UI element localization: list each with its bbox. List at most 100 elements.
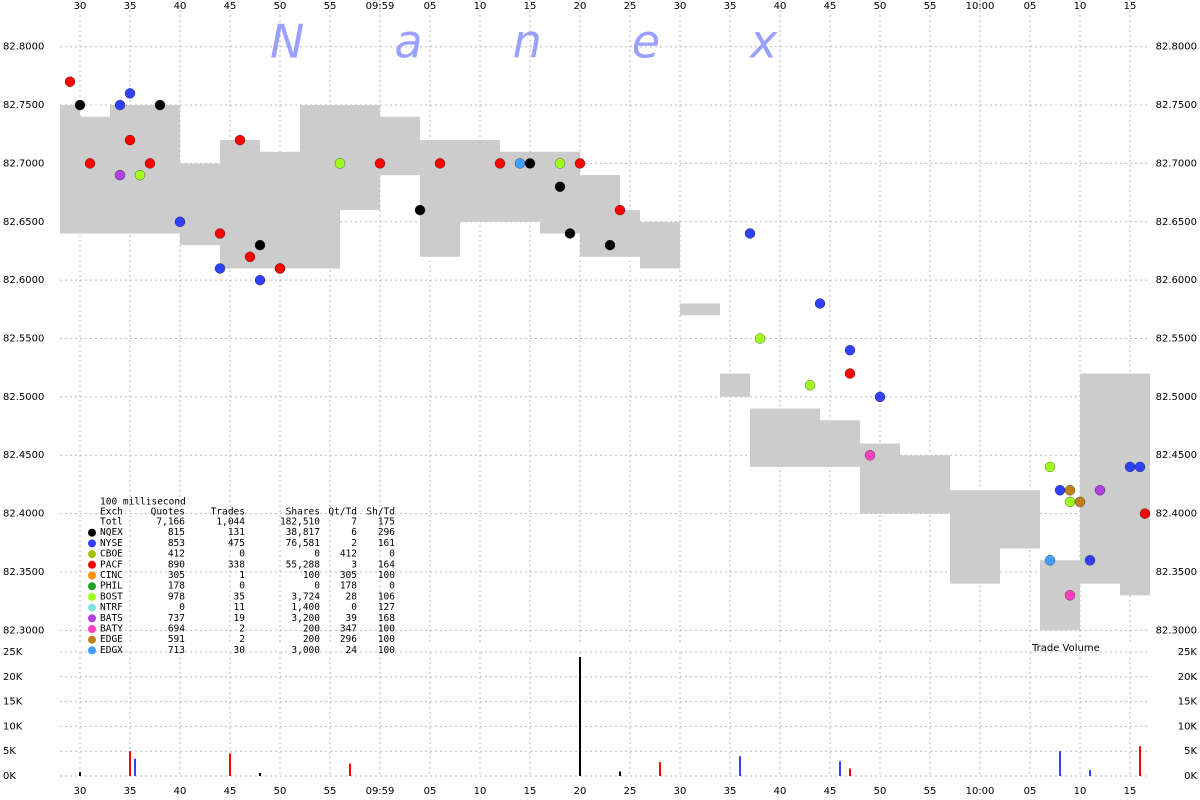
stats-cell: 2 xyxy=(351,538,357,549)
y-tick-label: 82.7000 xyxy=(1156,158,1197,169)
stats-cell: 305 xyxy=(168,570,185,581)
x-tick-label: 05 xyxy=(424,786,437,797)
panel-title: Trade Volume xyxy=(1031,643,1100,654)
stats-cell: EDGX xyxy=(100,645,123,656)
y-tick-label: 15K xyxy=(3,697,23,708)
trade-point xyxy=(814,298,826,309)
stats-cell: 296 xyxy=(340,634,357,645)
price-band xyxy=(420,140,460,257)
price-band xyxy=(380,116,420,176)
x-tick-label: 50 xyxy=(274,1,287,12)
price-band xyxy=(340,105,380,211)
trade-point xyxy=(1134,461,1146,473)
trade-point xyxy=(804,380,816,391)
stats-cell: 0 xyxy=(314,581,320,592)
y-tick-label: 82.8000 xyxy=(1156,42,1197,53)
trade-point xyxy=(124,88,136,99)
stats-cell: 182,510 xyxy=(280,517,320,528)
x-tick-label: 40 xyxy=(174,786,187,797)
y-tick-label: 82.6000 xyxy=(1156,275,1197,286)
stats-cell: 28 xyxy=(346,591,358,602)
stats-cell: 127 xyxy=(378,602,395,613)
trade-point xyxy=(84,158,96,169)
legend-marker xyxy=(88,646,96,655)
stats-cell: NYSE xyxy=(100,538,123,549)
price-band xyxy=(820,420,860,467)
x-tick-label: 35 xyxy=(124,786,137,797)
price-band xyxy=(80,116,110,234)
x-tick-label: 35 xyxy=(124,1,137,12)
price-band xyxy=(1080,373,1120,584)
trade-point xyxy=(414,204,426,216)
y-tick-label: 25K xyxy=(1178,647,1198,658)
stats-cell: EDGE xyxy=(100,634,123,645)
stats-cell: 200 xyxy=(303,624,320,635)
y-tick-label: 82.4000 xyxy=(1156,509,1197,520)
stats-cell: 0 xyxy=(179,602,185,613)
x-tick-label: 30 xyxy=(74,1,87,12)
y-tick-label: 82.6500 xyxy=(1156,217,1197,228)
y-tick-label: 25K xyxy=(3,647,23,658)
legend-marker xyxy=(88,582,96,591)
legend-marker xyxy=(88,614,96,623)
stats-cell: 100 xyxy=(303,570,320,581)
trade-point xyxy=(514,158,526,169)
stats-cell: 1,044 xyxy=(216,517,245,528)
volume-bar xyxy=(229,753,231,776)
legend-marker xyxy=(88,603,96,612)
stats-cell: NQEX xyxy=(100,527,123,538)
x-tick-label: 20 xyxy=(574,1,587,12)
trade-point xyxy=(214,228,226,239)
y-tick-label: 0K xyxy=(1184,771,1197,782)
stats-header: Shares xyxy=(286,507,320,518)
volume-bar xyxy=(79,772,81,776)
x-tick-label: 09:59 xyxy=(366,786,395,797)
stats-cell: 3,000 xyxy=(291,645,320,656)
stats-cell: 168 xyxy=(378,613,395,624)
trade-point xyxy=(1064,590,1076,601)
stats-cell: 694 xyxy=(168,624,185,635)
trade-point xyxy=(154,99,166,111)
stats-cell: 3,724 xyxy=(291,591,320,602)
x-tick-label: 55 xyxy=(324,786,337,797)
x-tick-label: 10 xyxy=(474,1,487,12)
price-band xyxy=(110,105,140,234)
trade-point xyxy=(114,169,126,181)
y-tick-label: 15K xyxy=(1178,697,1198,708)
stats-cell: 106 xyxy=(378,591,395,602)
x-tick-label: 15 xyxy=(1124,786,1137,797)
stats-header: Sh/Td xyxy=(366,507,395,518)
stats-cell: 100 xyxy=(378,570,395,581)
legend-marker xyxy=(88,635,96,644)
x-tick-label: 20 xyxy=(574,786,587,797)
stats-cell: 3 xyxy=(351,559,357,570)
y-tick-label: 5K xyxy=(3,746,16,757)
trade-point xyxy=(604,239,616,251)
y-tick-label: 20K xyxy=(1178,672,1198,683)
x-tick-label: 25 xyxy=(624,1,637,12)
stats-cell: BATY xyxy=(100,624,123,635)
price-band xyxy=(720,373,750,397)
trade-point xyxy=(1064,485,1076,496)
volume-bar xyxy=(579,656,581,776)
trade-point xyxy=(494,158,506,169)
volume-bar xyxy=(134,758,136,776)
price-band xyxy=(640,221,680,269)
trade-point xyxy=(864,450,876,461)
stats-cell: 412 xyxy=(168,549,185,560)
x-tick-label: 55 xyxy=(924,786,937,797)
stats-cell: NTRF xyxy=(100,602,123,613)
x-tick-label: 40 xyxy=(774,1,787,12)
x-tick-label: 55 xyxy=(324,1,337,12)
x-tick-label: 05 xyxy=(1024,1,1037,12)
stats-cell: 76,581 xyxy=(286,538,321,549)
stats-cell: 296 xyxy=(378,527,395,538)
y-tick-label: 82.7500 xyxy=(3,100,44,111)
stats-cell: 475 xyxy=(228,538,245,549)
y-tick-label: 82.6500 xyxy=(3,217,44,228)
x-tick-label: 15 xyxy=(524,1,537,12)
trade-point xyxy=(124,134,136,146)
x-tick-label: 40 xyxy=(174,1,187,12)
trade-point xyxy=(754,333,766,344)
volume-bar xyxy=(1059,751,1061,776)
